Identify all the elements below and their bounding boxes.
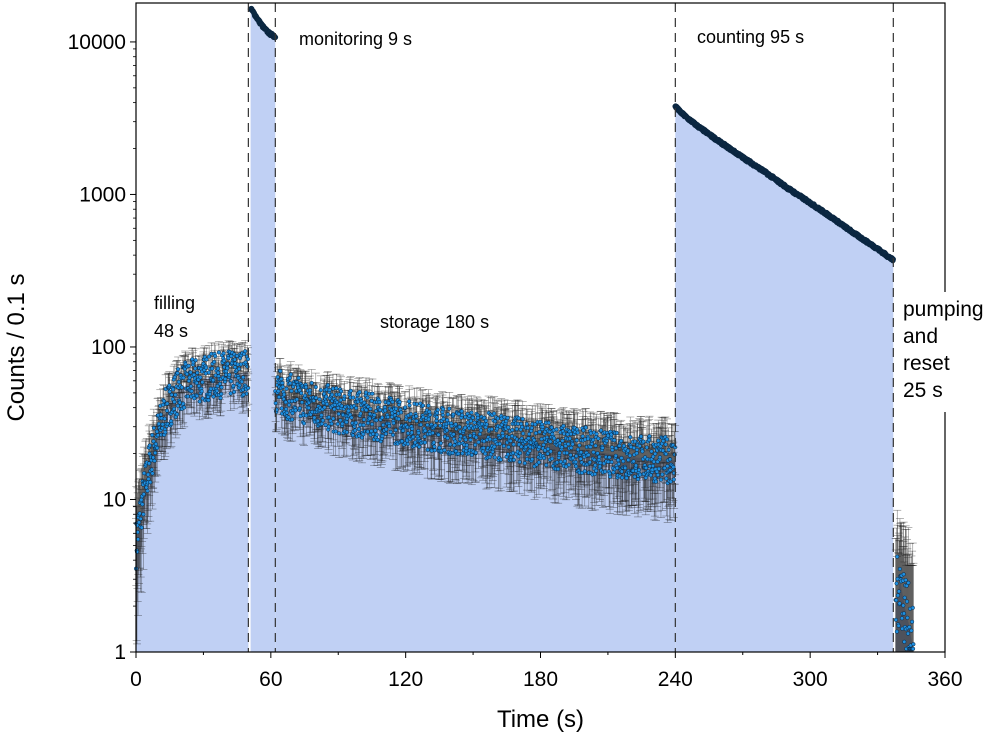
data-point (146, 476, 151, 482)
data-point (186, 378, 191, 383)
data-point (158, 412, 163, 417)
data-point (206, 398, 211, 403)
data-point (195, 370, 200, 375)
data-point (137, 511, 142, 516)
data-point (175, 403, 180, 408)
data-point (155, 433, 160, 438)
data-point (138, 516, 143, 521)
data-point (146, 472, 151, 477)
data-point (187, 375, 192, 380)
data-point (213, 354, 218, 359)
data-point (197, 399, 202, 404)
data-point (191, 372, 197, 377)
data-point (175, 412, 180, 417)
data-point (212, 359, 217, 364)
data-point (186, 363, 191, 368)
data-point (142, 471, 147, 476)
data-point (141, 512, 146, 517)
data-point (181, 401, 186, 406)
data-point (147, 461, 152, 466)
data-point (172, 399, 177, 404)
data-point (160, 402, 166, 407)
data-point (176, 367, 181, 372)
data-point (149, 467, 154, 472)
data-point (214, 388, 219, 393)
data-point (154, 429, 159, 434)
data-point (199, 389, 204, 394)
data-point (194, 380, 199, 386)
data-point (139, 497, 144, 502)
data-point (167, 383, 172, 388)
data-point (215, 366, 220, 371)
data-point (204, 357, 209, 362)
data-point (165, 401, 170, 406)
data-point (163, 430, 168, 435)
data-point (175, 371, 180, 376)
data-point (219, 385, 224, 390)
data-point (200, 380, 205, 385)
data-point (162, 416, 167, 421)
data-point (216, 350, 221, 355)
data-point (172, 406, 177, 411)
fill-area-monitoring (250, 8, 276, 653)
data-point (151, 439, 156, 444)
data-point (145, 488, 150, 493)
data-point (211, 378, 216, 383)
data-point (216, 370, 221, 375)
data-point (181, 375, 186, 380)
data-point (207, 354, 212, 359)
data-point (192, 396, 197, 401)
data-point (147, 443, 152, 448)
data-point (150, 433, 155, 438)
data-point (153, 450, 158, 455)
data-point (185, 394, 190, 399)
data-point (221, 351, 226, 356)
data-point (164, 408, 170, 413)
data-point (160, 422, 165, 427)
data-point (188, 384, 193, 389)
data-point (217, 381, 222, 386)
data-point (136, 520, 142, 525)
data-point (193, 366, 198, 371)
data-point (135, 537, 141, 542)
data-point (176, 379, 181, 384)
data-point (188, 370, 193, 375)
data-point (204, 365, 209, 370)
fill-area-counting (675, 106, 894, 652)
data-point (184, 372, 189, 377)
data-point (140, 502, 145, 507)
data-point (173, 392, 178, 397)
data-point (221, 358, 227, 363)
data-point (151, 425, 156, 431)
data-point (169, 421, 174, 426)
points-layer (133, 5, 916, 651)
data-point (152, 458, 157, 463)
data-point (182, 405, 187, 410)
data-point (141, 492, 146, 497)
data-point (210, 366, 215, 371)
data-point (148, 480, 153, 485)
data-point (167, 389, 172, 394)
data-point (194, 393, 200, 398)
data-point (150, 471, 155, 476)
data-point (193, 358, 198, 363)
data-point (198, 375, 203, 380)
data-point (211, 394, 216, 399)
data-point (155, 445, 160, 451)
data-point (189, 389, 194, 394)
data-point (171, 387, 176, 392)
data-point (179, 385, 184, 390)
data-point (139, 525, 144, 530)
data-point (218, 395, 223, 401)
data-point (219, 391, 224, 397)
data-point (169, 392, 174, 397)
data-point (206, 370, 211, 375)
fill-layer (136, 8, 914, 653)
data-point (161, 399, 167, 404)
data-point (156, 421, 161, 426)
data-point (223, 376, 228, 381)
